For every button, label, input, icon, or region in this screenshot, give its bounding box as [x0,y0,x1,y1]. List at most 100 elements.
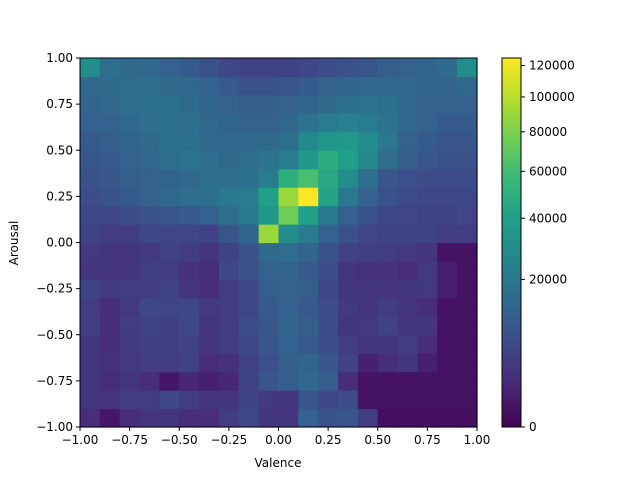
heatmap-cell [99,316,121,336]
heatmap-cell [99,390,121,410]
heatmap-cell [199,260,220,280]
heatmap-cell [139,279,160,299]
heatmap-cell [377,224,399,244]
heatmap-cell [397,168,419,188]
x-tick-label: −0.75 [111,433,148,447]
heatmap-cell [298,334,319,354]
heatmap-cell [159,205,180,225]
y-tick-label: 0.75 [46,97,73,111]
heatmap-cell [139,334,160,354]
heatmap-cell [159,334,180,354]
heatmap-cell [80,168,101,188]
heatmap-cell [377,150,399,170]
heatmap-cell [417,260,438,280]
heatmap-cell [218,390,240,410]
y-tick-label: −1.00 [36,420,73,434]
y-tick-label: 0.50 [46,143,73,157]
heatmap-cell [437,58,458,78]
heatmap-cell [139,408,160,428]
heatmap-cell [258,205,280,225]
heatmap-cell [457,131,478,151]
heatmap-cell [357,390,379,410]
heatmap-cell [199,113,220,133]
heatmap-cell [298,279,319,299]
heatmap-cell [218,168,240,188]
heatmap-cells [80,58,478,428]
colorbar-tick-label: 80000 [529,125,567,139]
heatmap-cell [278,297,299,317]
heatmap-cell [298,224,319,244]
heatmap-cell [377,94,399,114]
y-tick-label: 0.25 [46,189,73,203]
heatmap-cell [199,94,220,114]
heatmap-cell [437,187,458,207]
heatmap-cell [278,260,299,280]
heatmap-cell [357,316,379,336]
heatmap-cell [457,224,478,244]
heatmap-cell [179,316,200,336]
heatmap-cell [139,371,160,391]
heatmap-cell [417,131,438,151]
heatmap-cell [159,297,180,317]
heatmap-cell [278,334,299,354]
heatmap-cell [199,408,220,428]
heatmap-cell [338,168,359,188]
heatmap-cell [417,168,438,188]
heatmap-cell [99,94,121,114]
heatmap-cell [278,408,299,428]
heatmap-cell [119,150,141,170]
heatmap-cell [218,76,240,96]
heatmap-cell [357,242,379,262]
heatmap-cell [377,371,399,391]
heatmap-cell [278,224,299,244]
heatmap-cell [318,297,339,317]
heatmap-cell [139,205,160,225]
heatmap-cell [417,187,438,207]
heatmap-cell [199,334,220,354]
heatmap-cell [238,316,260,336]
heatmap-cell [199,224,220,244]
heatmap-cell [298,205,319,225]
heatmap-cell [238,150,260,170]
heatmap-cell [417,58,438,78]
heatmap-cell [179,168,200,188]
heatmap-cell [278,168,299,188]
heatmap-cell [377,297,399,317]
heatmap-cell [99,279,121,299]
heatmap-cell [139,131,160,151]
heatmap-cell [218,131,240,151]
heatmap-cell [417,150,438,170]
heatmap-cell [397,390,419,410]
heatmap-cell [238,390,260,410]
heatmap-cell [298,131,319,151]
heatmap-cell [457,76,478,96]
heatmap-cell [278,76,299,96]
heatmap-cell [179,297,200,317]
heatmap-cell [457,297,478,317]
heatmap-cell [417,408,438,428]
heatmap-cell [377,260,399,280]
heatmap-cell [457,279,478,299]
heatmap-cell [298,113,319,133]
heatmap-cell [357,334,379,354]
heatmap-cell [357,260,379,280]
heatmap-cell [318,371,339,391]
heatmap-cell [338,113,359,133]
heatmap-cell [397,408,419,428]
heatmap-cell [377,390,399,410]
heatmap-cell [357,279,379,299]
heatmap-cell [199,316,220,336]
heatmap-cell [377,113,399,133]
heatmap-cell [99,113,121,133]
heatmap-cell [457,260,478,280]
heatmap-cell [278,94,299,114]
heatmap-cell [258,334,280,354]
heatmap-cell [139,187,160,207]
heatmap-cell [437,260,458,280]
heatmap-cell [238,94,260,114]
heatmap-cell [437,390,458,410]
heatmap-cell [179,94,200,114]
heatmap-cell [218,187,240,207]
heatmap-cell [357,371,379,391]
heatmap-cell [298,408,319,428]
